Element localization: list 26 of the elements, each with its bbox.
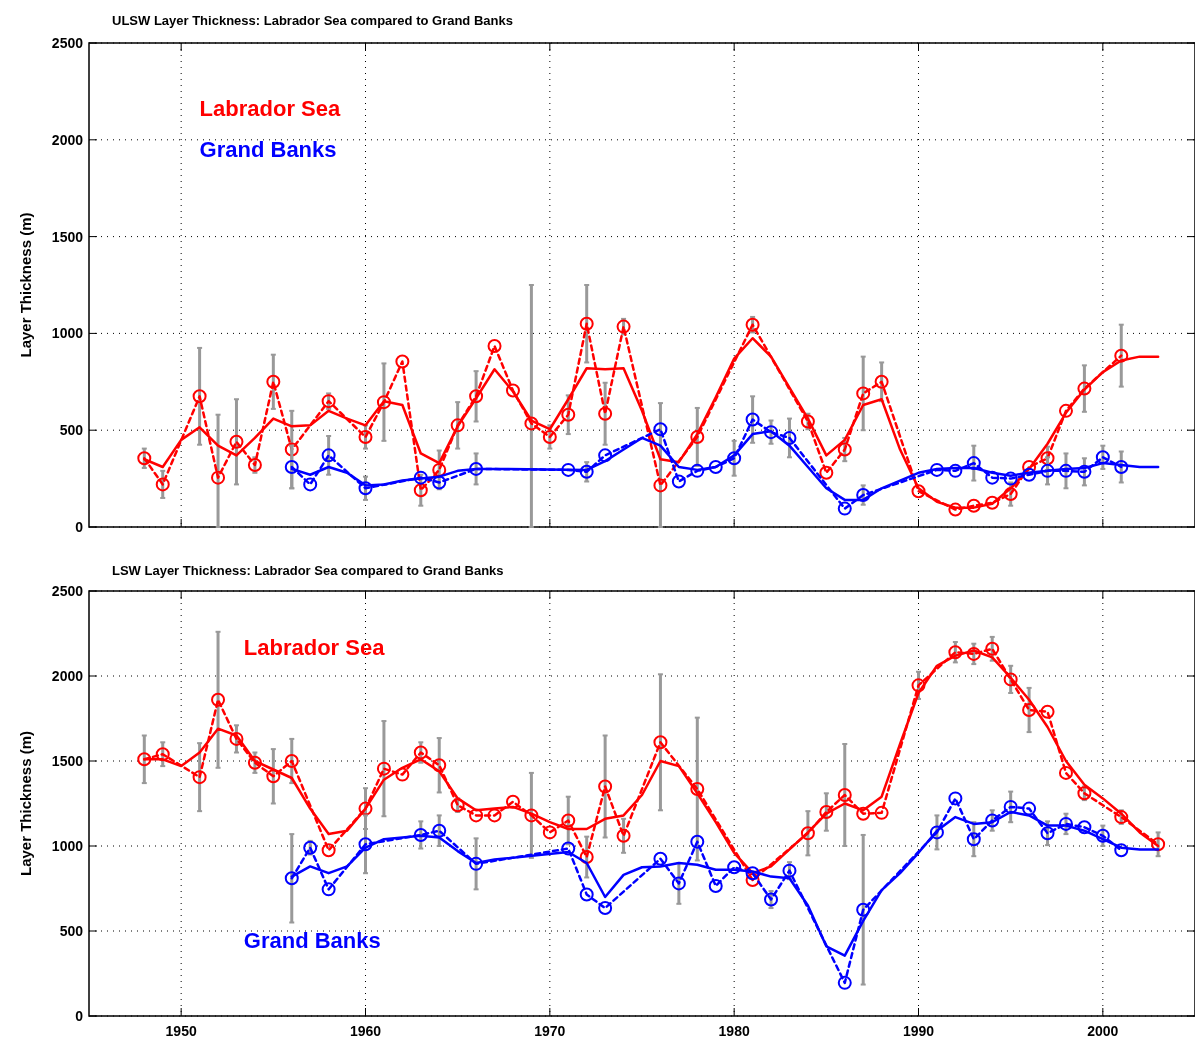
x-tick-label: 1960 — [349, 1023, 382, 1039]
y-tick-label: 1500 — [51, 228, 84, 245]
x-tick-label: 1990 — [902, 1023, 935, 1039]
y-tick-label: 500 — [59, 923, 84, 939]
y-tick-label: 2000 — [51, 131, 84, 148]
y-tick-label: 2500 — [51, 35, 84, 51]
text: Grand Banks — [243, 928, 381, 953]
chart-title: ULSW Layer Thickness: Labrador Sea compared to Grand Banks — [112, 13, 513, 28]
y-tick-label: 0 — [75, 519, 84, 535]
text: Labrador Sea — [199, 95, 341, 121]
y-tick-label: 2500 — [51, 583, 84, 599]
x-tick-label: 1950 — [165, 1023, 197, 1039]
y-tick-label: 2000 — [51, 668, 84, 684]
y-axis-title: Layer Thickness (m) — [17, 212, 34, 358]
y-tick-label: 500 — [59, 422, 84, 439]
y-axis-title: Layer Thickness (m) — [17, 730, 34, 877]
text: Grand Banks — [199, 136, 337, 162]
y-tick-label: 1000 — [51, 838, 84, 854]
x-tick-label: 1980 — [718, 1023, 750, 1039]
x-tick-label: 1970 — [534, 1023, 566, 1039]
y-tick-label: 1000 — [51, 325, 84, 342]
series-label: Labrador Sea — [243, 634, 386, 660]
y-tick-label: 0 — [75, 1008, 84, 1024]
x-tick-label: 2000 — [1087, 1023, 1119, 1039]
chart-title: LSW Layer Thickness: Labrador Sea compared to Grand Banks — [112, 563, 504, 578]
y-tick-label: 1500 — [51, 753, 84, 769]
